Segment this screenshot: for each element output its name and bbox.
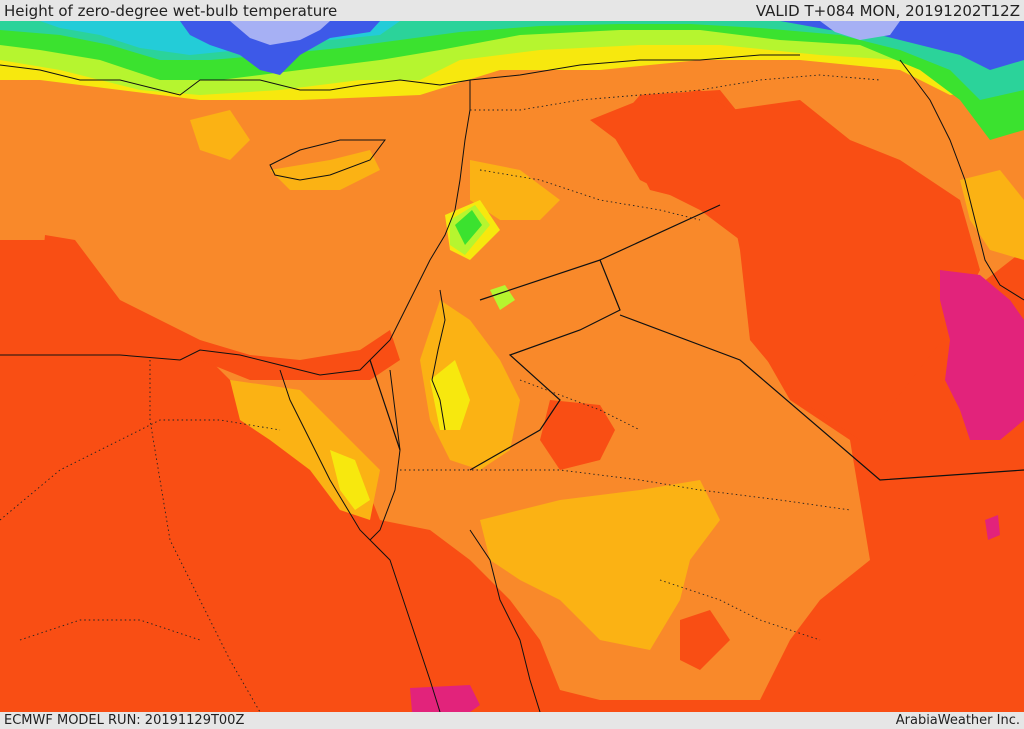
straight-boundaries [369,204,1024,481]
magenta-gulf [940,270,1024,440]
magenta-dot [985,515,1000,540]
yellow-sinai-south [330,450,370,510]
credit-label: ArabiaWeather Inc. [895,713,1020,728]
map-header: Height of zero-degree wet-bulb temperatu… [0,0,1024,21]
green-lebanon [455,210,482,245]
model-run-label: ECMWF MODEL RUN: 20191129T00Z [4,713,245,728]
weather-map[interactable] [0,21,1024,712]
borders [0,74,881,712]
amber-syria [470,160,560,220]
lime-golan [490,285,515,310]
red-blob-sinai-west [0,235,400,380]
map-title: Height of zero-degree wet-bulb temperatu… [4,1,338,20]
yellow-jordan-valley [430,360,470,430]
coastlines [0,54,1024,712]
lavender-east [820,21,900,40]
orange-zone [0,40,1024,700]
amber-egypt-north [190,110,250,160]
red-blob-south [680,610,730,670]
red-blob-jordan [540,400,615,470]
blue-band-east [780,21,1024,70]
amber-arabia [480,480,720,650]
amber-gulf [960,170,1024,260]
valid-time-label: VALID T+084 MON, 20191202T12Z [755,1,1020,20]
blue-band-west [180,21,380,75]
map-footer: ECMWF MODEL RUN: 20191129T00Z ArabiaWeat… [0,712,1024,729]
lavender-west [230,21,330,45]
red-blob-iraq [590,90,730,200]
red-blob-east [730,100,980,440]
magenta-south [410,685,480,712]
